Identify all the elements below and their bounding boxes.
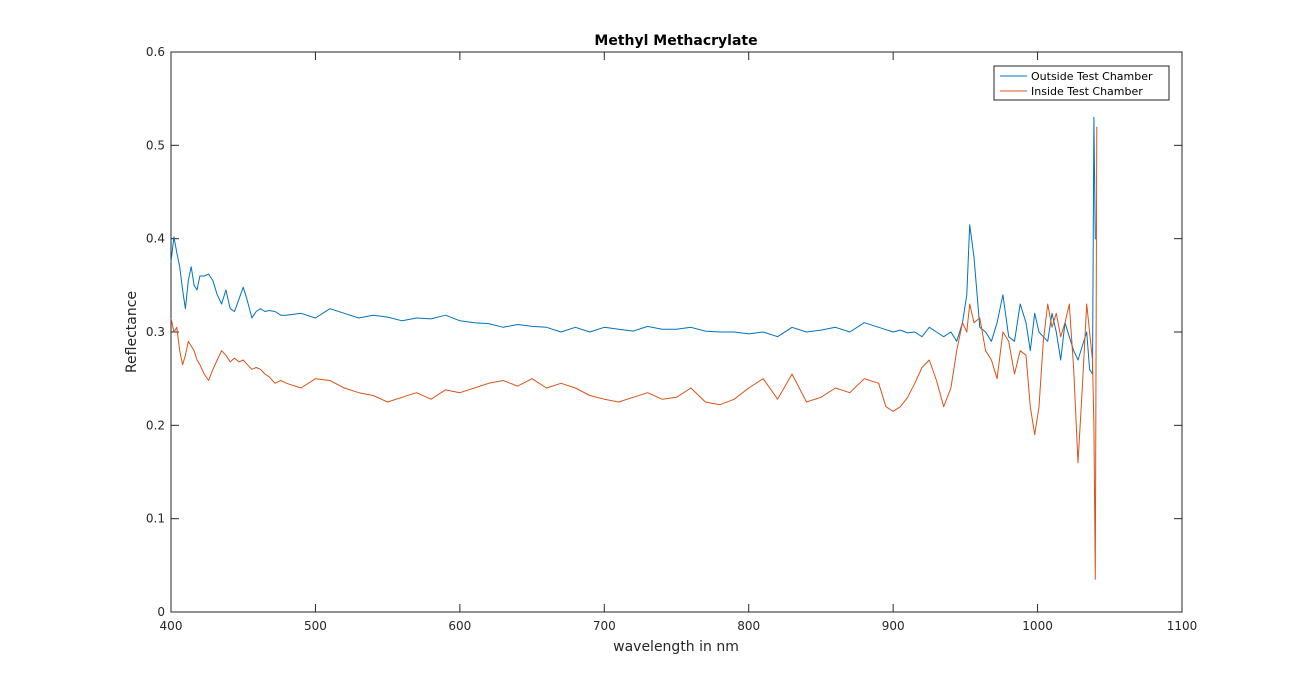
legend-label-1: Inside Test Chamber	[1031, 85, 1143, 98]
x-tick-label: 600	[448, 619, 471, 633]
y-tick-label: 0.3	[146, 325, 165, 339]
series-line-1	[170, 126, 1098, 580]
plot-frame	[170, 51, 1183, 613]
y-tick-label: 0.1	[146, 512, 165, 526]
x-axis-label: wavelength in nm	[613, 639, 739, 655]
x-tick-label: 400	[160, 619, 183, 633]
y-tick-label: 0.2	[146, 418, 165, 432]
series-line-0	[170, 116, 1097, 375]
y-tick-label: 0.5	[146, 138, 165, 152]
y-tick-label: 0.4	[146, 232, 165, 246]
x-tick-label: 1100	[1167, 619, 1198, 633]
legend-box	[993, 65, 1170, 101]
y-axis-label: Reflectance	[124, 291, 140, 373]
x-tick-label: 700	[593, 619, 616, 633]
legend-label-0: Outside Test Chamber	[1031, 70, 1153, 83]
y-tick-label: 0.6	[146, 45, 165, 59]
plot-area: 400 500 600 700 800 900 1000 1100 0 0.1 0.2 0.3 0.4 0…	[146, 45, 1197, 633]
x-tick-label: 1000	[1022, 619, 1053, 633]
y-tick-label: 0	[157, 605, 165, 619]
x-tick-label: 800	[737, 619, 760, 633]
x-tick-label: 500	[304, 619, 327, 633]
x-tick-label: 900	[882, 619, 905, 633]
legend: Outside Test Chamber Inside Test Chamber	[993, 65, 1170, 101]
chart-title: Methyl Methacrylate	[594, 33, 757, 49]
